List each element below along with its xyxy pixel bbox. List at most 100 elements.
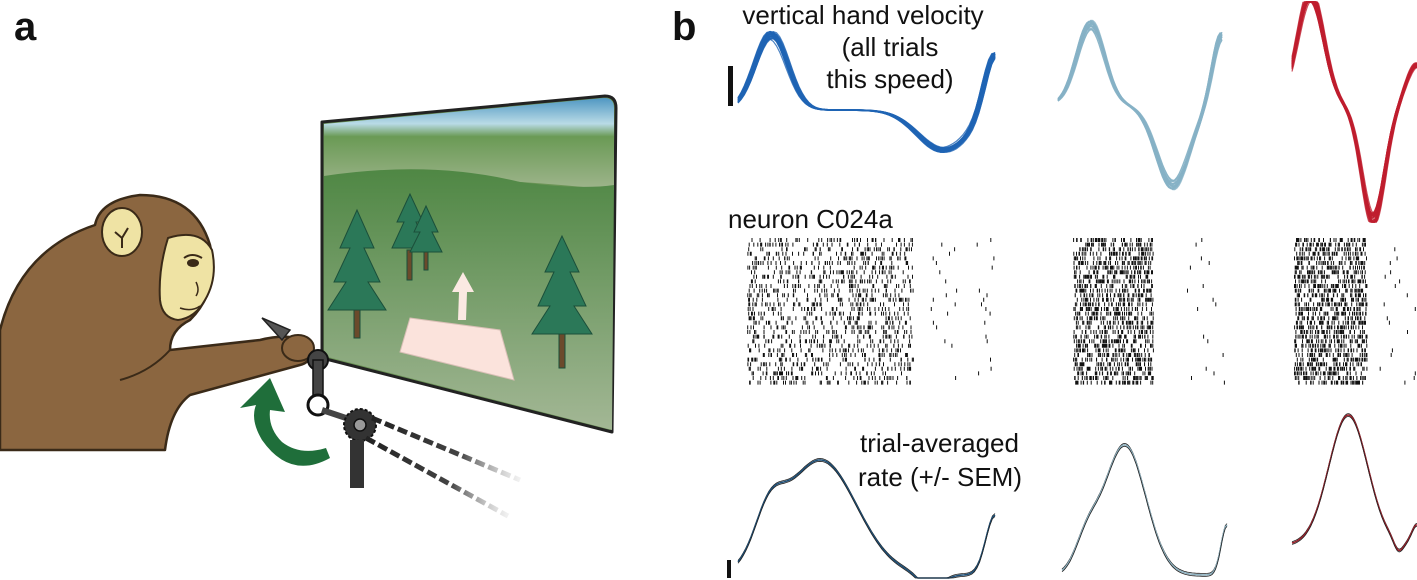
raster-fast-row: [748, 316, 911, 321]
raster-fast-row: [748, 247, 956, 252]
raster-medium-row: [1073, 339, 1209, 344]
raster-fast-row: [762, 353, 908, 357]
raster-medium-row: [1074, 270, 1153, 275]
raster-fast-row: [751, 371, 980, 376]
raster-fast-row: [751, 238, 992, 242]
velocity-trace-medium: [1057, 20, 1223, 190]
raster-slow-row: [1294, 302, 1385, 307]
raster-fast-row: [748, 242, 978, 247]
raster-slow-row: [1296, 238, 1366, 242]
raster-slow-row: [1297, 316, 1388, 321]
raster-slow-row: [1294, 284, 1396, 288]
raster-slow-row: [1296, 357, 1368, 362]
raster-medium-row: [1074, 284, 1204, 288]
velocity-trace-medium: [1057, 21, 1223, 189]
raster-slow-row: [1294, 256, 1398, 261]
raster-medium-row: [1073, 238, 1203, 242]
raster-fast-row: [752, 339, 988, 344]
velocity-trace-medium: [1057, 23, 1223, 187]
raster-fast-row: [750, 279, 947, 284]
raster-medium-row: [1073, 357, 1153, 362]
raster-slow-row: [1294, 265, 1365, 270]
raster-medium-row: [1075, 325, 1154, 330]
rate-trace-medium: [1061, 442, 1228, 574]
rate-scale-bar: [727, 560, 731, 578]
raster-medium-row: [1074, 362, 1152, 367]
velocity-trace-medium: [1057, 26, 1223, 185]
raster-slow-row: [1294, 366, 1381, 371]
raster-slow-row: [1294, 274, 1386, 279]
panel-b-plots: [737, 1, 1417, 579]
raster-slow-row: [1294, 270, 1392, 275]
velocity-trace-fast: [737, 34, 996, 151]
raster-slow-row: [1295, 307, 1416, 311]
rate-trace-medium: [1061, 445, 1228, 577]
raster-fast-row: [748, 311, 991, 316]
velocity-trace-medium: [1057, 27, 1223, 183]
velocity-trace-medium: [1057, 24, 1223, 186]
raster-slow-row: [1294, 343, 1368, 348]
raster-slow-row: [1295, 311, 1367, 316]
rate-trace-fast: [737, 460, 996, 579]
raster-medium-row: [1085, 242, 1197, 247]
hand-pedal-icon: [261, 317, 521, 519]
raster-fast-row: [747, 325, 938, 330]
raster-fast-row: [749, 284, 911, 288]
velocity-trace-medium: [1057, 25, 1223, 185]
monkey-illustration: [0, 193, 315, 452]
velocity-trace-medium: [1057, 23, 1223, 187]
raster-fast-row: [753, 320, 986, 325]
raster-fast-row: [752, 261, 937, 265]
velocity-trace-medium: [1057, 22, 1223, 188]
raster-slow-row: [1296, 293, 1408, 298]
velocity-trace-medium: [1057, 28, 1223, 182]
raster-fast-row: [747, 293, 988, 298]
raster-slow-row: [1294, 297, 1367, 302]
raster-medium-row: [1076, 297, 1214, 302]
raster-fast-row: [754, 256, 995, 261]
velocity-trace-medium: [1057, 23, 1223, 187]
raster-medium-row: [1074, 348, 1154, 353]
raster-fast-row: [752, 334, 987, 339]
raster-medium-row: [1073, 330, 1154, 334]
raster-fast-row: [748, 297, 985, 302]
neuron-label: neuron C024a: [728, 204, 893, 234]
raster-fast-row: [749, 348, 901, 353]
raster-slow-row: [1294, 371, 1416, 376]
raster-fast-row: [748, 288, 980, 293]
raster-fast-row: [751, 270, 941, 275]
raster-slow-row: [1294, 362, 1362, 367]
velocity-trace-medium: [1057, 20, 1223, 190]
raster-fast-row: [747, 265, 993, 270]
velocity-trace-medium: [1057, 28, 1223, 182]
velocity-trace-medium: [1057, 24, 1223, 186]
raster-medium-row: [1073, 265, 1191, 270]
velocity-scale-bar: [728, 66, 733, 106]
raster-medium-row: [1077, 279, 1153, 284]
raster-fast-row: [747, 362, 911, 367]
velocity-title-line2: (all trials: [842, 32, 939, 62]
curved-rotation-arrow-icon: [240, 378, 330, 466]
raster-fast-row: [747, 330, 912, 334]
raster-medium-row: [1075, 311, 1154, 316]
raster-fast-row: [747, 251, 950, 256]
raster-fast-row: [747, 343, 953, 348]
raster-slow-row: [1294, 348, 1393, 353]
virtual-environment-screen-icon: [320, 94, 618, 434]
raster-slow-row: [1295, 353, 1392, 357]
raster-slow-row: [1296, 251, 1366, 256]
velocity-trace-medium: [1057, 25, 1223, 185]
raster-fast-row: [753, 274, 913, 279]
velocity-trace-slow: [1291, 1, 1417, 223]
raster-medium-row: [1074, 353, 1224, 357]
raster-medium-row: [1075, 288, 1188, 293]
raster-fast-row: [747, 307, 987, 311]
raster-slow-row: [1295, 334, 1368, 339]
rate-trace-medium: [1061, 444, 1228, 576]
velocity-title-line3: this speed): [826, 64, 953, 94]
raster-medium-row: [1077, 371, 1215, 376]
raster-medium-row: [1073, 261, 1210, 265]
raster-medium-row: [1073, 307, 1199, 311]
raster-medium-row: [1074, 293, 1152, 298]
